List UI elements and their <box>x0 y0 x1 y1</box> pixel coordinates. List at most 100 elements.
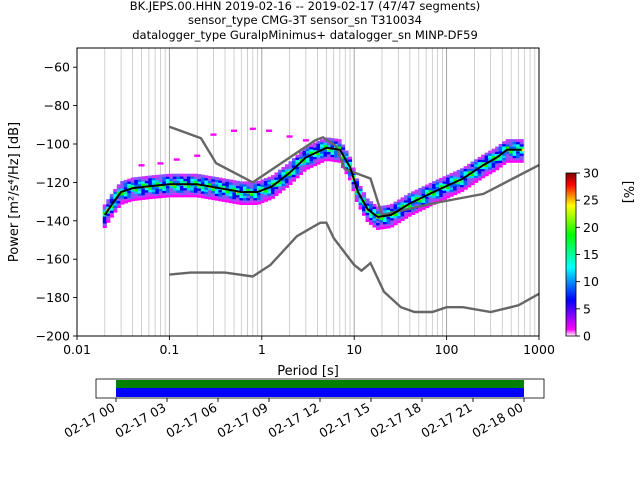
pdf-cell <box>172 187 177 191</box>
pdf-cell <box>516 139 521 143</box>
pdf-cell <box>491 169 496 173</box>
pdf-cell <box>109 214 114 218</box>
pdf-cell <box>477 177 482 181</box>
pdf-cell <box>211 197 216 201</box>
pdf-cell <box>337 150 342 154</box>
pdf-cell <box>172 173 177 177</box>
noise-model-line <box>169 221 540 314</box>
y-tick-label: −120 <box>36 175 70 190</box>
pdf-cell <box>235 187 240 191</box>
pdf-cell <box>256 183 261 187</box>
pdf-cell <box>519 143 524 147</box>
pdf-cell <box>411 212 416 215</box>
pdf-cell <box>488 155 493 159</box>
pdf-cell <box>488 162 493 166</box>
pdf-cell <box>239 199 244 203</box>
pdf-cell <box>386 216 391 220</box>
pdf-cell <box>186 173 191 177</box>
pdf-cell <box>232 187 237 190</box>
pdf-cell <box>341 158 346 162</box>
pdf-cell <box>165 185 170 189</box>
pdf-cell <box>179 173 184 177</box>
pdf-cell <box>242 202 247 206</box>
pdf-cell <box>467 166 472 170</box>
pdf-cell <box>326 137 332 141</box>
pdf-cell <box>197 185 202 189</box>
pdf-cell <box>362 205 367 209</box>
pdf-cell <box>239 197 244 201</box>
pdf-cell <box>242 197 247 201</box>
pdf-cell <box>323 149 328 153</box>
pdf-cell <box>341 144 346 148</box>
pdf-cell <box>232 182 237 186</box>
pdf-cell <box>319 139 325 143</box>
pdf-cell <box>470 168 475 172</box>
pdf-cell <box>369 221 374 225</box>
pdf-cell <box>263 196 269 200</box>
pdf-cell <box>256 180 261 184</box>
pdf-cell <box>127 180 132 184</box>
y-axis-label: Power [m²/s⁴/Hz] [dB] <box>7 122 22 262</box>
pdf-cell <box>291 162 297 166</box>
pdf-cell <box>393 222 398 226</box>
pdf-cell <box>432 188 437 191</box>
pdf-cell <box>333 138 339 142</box>
pdf-cell <box>277 176 283 180</box>
pdf-cell <box>127 197 132 200</box>
pdf-cell <box>397 204 402 207</box>
pdf-cell <box>232 193 237 197</box>
pdf-cell <box>242 185 247 189</box>
pdf-cell <box>148 187 153 190</box>
pdf-cell <box>197 190 202 194</box>
pdf-cell <box>106 212 111 216</box>
pdf-cell <box>253 197 258 201</box>
pdf-cell <box>333 143 339 147</box>
pdf-cell <box>200 186 205 190</box>
pdf-cell <box>421 190 426 194</box>
timeline-bar-top <box>116 380 524 388</box>
noise-models <box>168 125 540 314</box>
pdf-cell <box>495 148 500 152</box>
pdf-cell <box>390 222 395 226</box>
pdf-cell <box>337 139 342 142</box>
pdf-cell <box>344 157 349 161</box>
pdf-cell <box>225 190 230 194</box>
pdf-cell <box>474 163 479 167</box>
pdf-cell <box>102 218 107 222</box>
x-tick-label: 1000 <box>523 342 555 357</box>
pdf-cell <box>130 184 135 188</box>
pdf-cell <box>109 205 114 209</box>
pdf-cell <box>263 189 269 193</box>
pdf-cell <box>155 195 160 199</box>
pdf-cell <box>211 181 216 184</box>
pdf-cell <box>288 172 293 176</box>
pdf-cell <box>116 195 121 199</box>
colorbar-tick-label: 10 <box>583 274 599 289</box>
pdf-cell <box>474 166 479 170</box>
pdf-cell <box>484 159 489 163</box>
pdf-cell <box>134 197 139 201</box>
pdf-cell <box>284 168 290 172</box>
pdf-cell <box>253 188 258 192</box>
pdf-cell <box>260 200 265 204</box>
pdf-cell <box>460 172 465 176</box>
pdf-cell <box>141 194 146 198</box>
pdf-cell <box>449 173 454 176</box>
pdf-cell <box>435 181 440 185</box>
pdf-cell <box>439 180 444 184</box>
pdf-cell <box>512 159 517 163</box>
timeline-tick-label: 02-17 09 <box>214 400 270 441</box>
pdf-cell <box>386 204 391 208</box>
pdf-cell <box>113 188 118 192</box>
pdf-cell <box>109 212 114 216</box>
pdf-cell <box>432 197 437 201</box>
pdf-cell <box>491 162 496 166</box>
pdf-cell <box>162 185 167 189</box>
pdf-cell <box>113 195 118 199</box>
pdf-cell <box>435 184 440 187</box>
pdf-cell <box>298 153 304 157</box>
pdf-cell <box>418 199 423 203</box>
pdf-cell <box>502 157 507 161</box>
pdf-cell <box>183 189 188 193</box>
